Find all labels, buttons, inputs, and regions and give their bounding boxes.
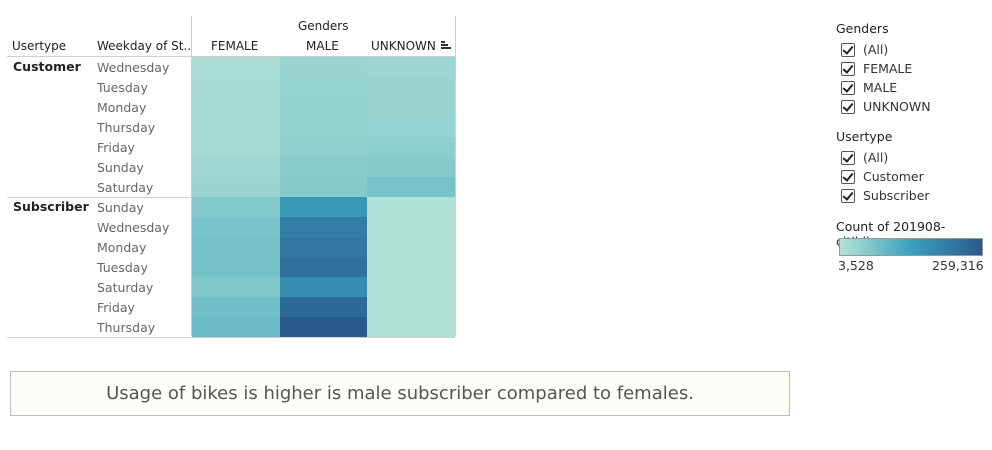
- checkbox-checked-icon[interactable]: [841, 42, 855, 57]
- filter-option-label: UNKNOWN: [863, 99, 931, 114]
- heatmap-cell: [192, 197, 280, 217]
- row-label: Monday: [97, 100, 147, 115]
- heatmap-cell: [192, 97, 280, 117]
- heatmap-cell: [192, 237, 280, 257]
- heatmap-cell: [367, 277, 455, 297]
- heatmap-cell: [280, 297, 367, 317]
- group-label-customer: Customer: [13, 59, 81, 74]
- heatmap-cell: [192, 297, 280, 317]
- column-group-title: Genders: [298, 19, 349, 33]
- filter-option[interactable]: Customer: [841, 169, 924, 184]
- checkbox-checked-icon[interactable]: [841, 61, 855, 76]
- heatmap-cell: [367, 257, 455, 277]
- heatmap-cell: [280, 257, 367, 277]
- column-header-male: MALE: [306, 39, 339, 53]
- row-label: Thursday: [97, 120, 156, 135]
- heatmap-cell: [192, 57, 280, 77]
- heatmap-cell: [192, 157, 280, 177]
- heatmap-cell: [367, 97, 455, 117]
- checkbox-checked-icon[interactable]: [841, 99, 855, 114]
- header-divider-vertical: [191, 16, 192, 336]
- row-label: Wednesday: [97, 220, 170, 235]
- heatmap-cell: [280, 237, 367, 257]
- heatmap-cell: [367, 297, 455, 317]
- heatmap-cell: [280, 197, 367, 217]
- heatmap-cell: [280, 77, 367, 97]
- heatmap-cell: [367, 157, 455, 177]
- row-label: Friday: [97, 300, 135, 315]
- heatmap-cell: [192, 137, 280, 157]
- filter-option[interactable]: FEMALE: [841, 61, 912, 76]
- row-label: Tuesday: [97, 260, 148, 275]
- caption-box: Usage of bikes is higher is male subscri…: [10, 371, 790, 416]
- row-label: Monday: [97, 240, 147, 255]
- genders-filter-title: Genders: [836, 21, 889, 36]
- filter-option[interactable]: (All): [841, 150, 888, 165]
- heatmap-cell: [367, 317, 455, 337]
- heatmap-cell: [280, 277, 367, 297]
- row-label: Friday: [97, 140, 135, 155]
- heatmap-cell: [280, 137, 367, 157]
- filter-option[interactable]: (All): [841, 42, 888, 57]
- row-label: Tuesday: [97, 80, 148, 95]
- group-label-subscriber: Subscriber: [13, 199, 89, 214]
- heatmap-cell: [367, 217, 455, 237]
- row-label: Wednesday: [97, 60, 170, 75]
- checkbox-checked-icon[interactable]: [841, 150, 855, 165]
- heatmap-cell: [280, 117, 367, 137]
- heatmap-cell: [367, 77, 455, 97]
- header-bottom-line: [7, 56, 455, 57]
- heatmap-cell: [280, 217, 367, 237]
- row-label: Sunday: [97, 160, 144, 175]
- heatmap-cell: [367, 197, 455, 217]
- heatmap-cell: [192, 257, 280, 277]
- heatmap-cell: [192, 117, 280, 137]
- column-header-female: FEMALE: [211, 39, 259, 53]
- heatmap-cell: [192, 177, 280, 197]
- checkbox-checked-icon[interactable]: [841, 169, 855, 184]
- filter-option-label: Subscriber: [863, 188, 930, 203]
- checkbox-checked-icon[interactable]: [841, 188, 855, 203]
- heatmap-cell: [192, 317, 280, 337]
- filter-option-label: Customer: [863, 169, 924, 184]
- heatmap-cell: [192, 77, 280, 97]
- heatmap-cell: [280, 317, 367, 337]
- heatmap-cell: [280, 157, 367, 177]
- filter-option-label: (All): [863, 150, 889, 165]
- heatmap-cell: [192, 217, 280, 237]
- usertype-filter-title: Usertype: [836, 129, 893, 144]
- checkbox-checked-icon[interactable]: [841, 80, 855, 95]
- heatmap-cell: [280, 57, 367, 77]
- filter-option[interactable]: UNKNOWN: [841, 99, 931, 114]
- heatmap-cell: [280, 97, 367, 117]
- row-header-weekday: Weekday of St..: [97, 39, 192, 53]
- filter-option-label: FEMALE: [863, 61, 913, 76]
- heatmap-cell: [367, 57, 455, 77]
- sort-icon[interactable]: [441, 41, 451, 51]
- right-border: [455, 16, 456, 336]
- caption-text: Usage of bikes is higher is male subscri…: [106, 383, 694, 404]
- row-label: Saturday: [97, 180, 154, 195]
- row-label: Thursday: [97, 320, 156, 335]
- filter-option-label: MALE: [863, 80, 898, 95]
- color-legend-min: 3,528: [838, 258, 874, 273]
- color-legend-bar: [839, 238, 983, 256]
- column-header-unknown: UNKNOWN: [371, 39, 436, 53]
- heatmap-cell: [367, 117, 455, 137]
- heatmap-cell: [367, 237, 455, 257]
- group-divider: [7, 337, 455, 338]
- heatmap-cell: [367, 177, 455, 197]
- heatmap-cell: [280, 177, 367, 197]
- row-label: Saturday: [97, 280, 154, 295]
- filter-option[interactable]: Subscriber: [841, 188, 930, 203]
- row-header-usertype: Usertype: [12, 39, 67, 53]
- row-label: Sunday: [97, 200, 144, 215]
- color-legend-max: 259,316: [932, 258, 984, 273]
- filter-option-label: (All): [863, 42, 889, 57]
- heatmap-cell: [192, 277, 280, 297]
- heatmap-cell: [367, 137, 455, 157]
- filter-option[interactable]: MALE: [841, 80, 897, 95]
